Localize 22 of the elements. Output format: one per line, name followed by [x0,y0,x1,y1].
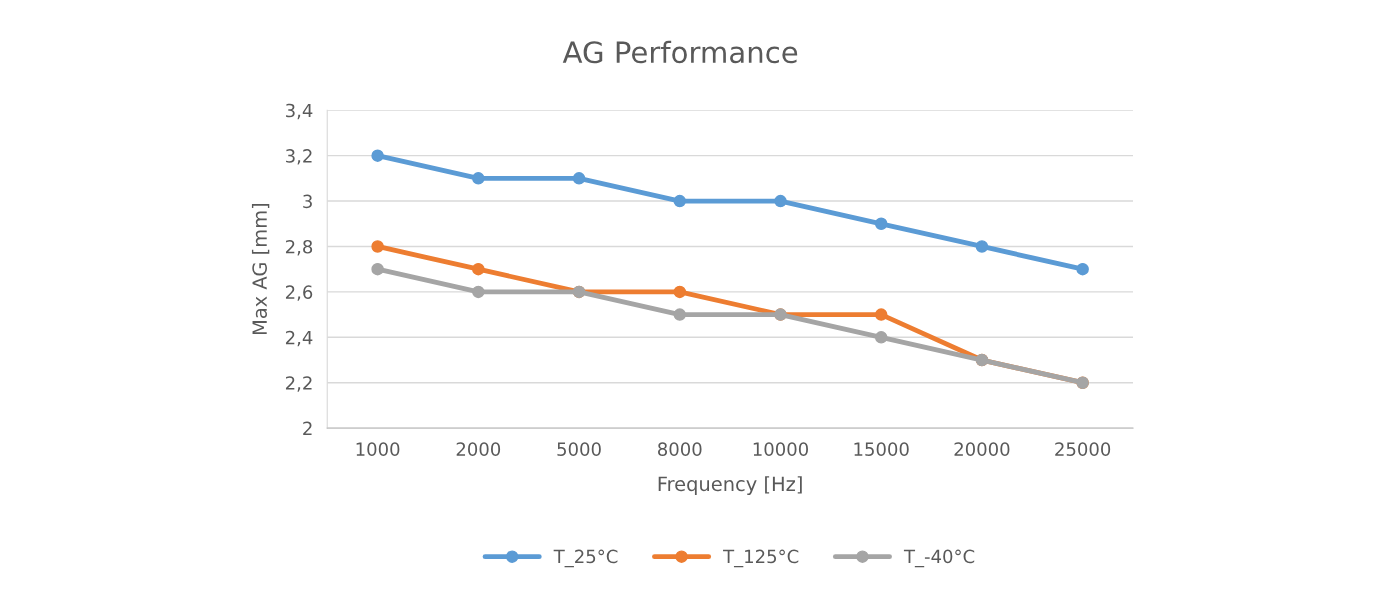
x-tick-label: 15000 [854,442,909,456]
legend-label: T_25°C [553,549,618,568]
y-tick-label: 3 [303,194,312,209]
y-tick-label: 2,6 [285,285,313,301]
legend-label: T_125°C [723,549,799,568]
x-tick-label: 1000 [356,442,400,456]
x-tick-label: 20000 [954,442,1010,456]
x-axis-title: Frequency [Hz] [658,476,802,495]
x-tick-label: 2000 [456,442,501,456]
x-tick-label: 10000 [753,442,808,456]
y-tick-label: 3,2 [286,149,312,165]
chart-title: AG Performance [562,40,798,64]
y-tick-label: 2,8 [285,239,313,256]
x-tick-label: 25000 [1055,442,1111,456]
y-tick-label: 3,4 [286,103,313,120]
y-tick-label: 2,2 [285,376,312,392]
x-tick-label: 8000 [658,442,702,456]
legend-label: T_-40°C [903,549,975,568]
y-tick-label: 2 [303,421,312,435]
y-tick-label: 2,4 [285,330,313,347]
x-tick-label: 5000 [557,442,601,456]
y-axis-title: Max AG [mm] [251,204,270,335]
